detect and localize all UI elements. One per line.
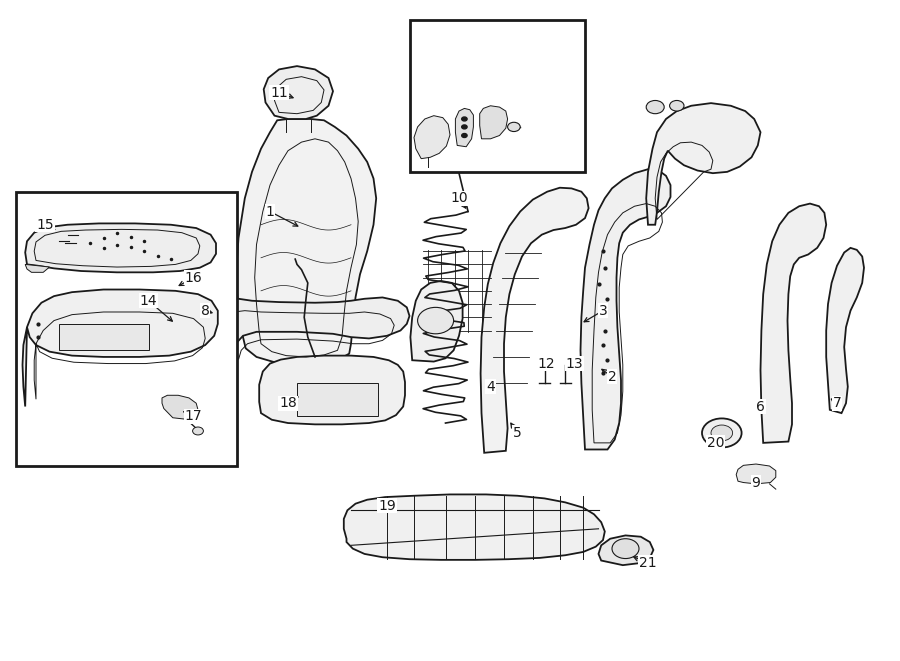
Polygon shape [220, 297, 410, 364]
Circle shape [646, 100, 664, 114]
Text: 16: 16 [184, 270, 202, 285]
Polygon shape [760, 204, 826, 443]
Text: 15: 15 [36, 217, 54, 232]
Circle shape [462, 117, 467, 121]
Bar [410, 20, 585, 172]
Text: 18: 18 [279, 396, 297, 410]
Text: 9: 9 [752, 475, 760, 490]
Polygon shape [481, 188, 589, 453]
Polygon shape [598, 535, 653, 565]
Text: 5: 5 [513, 426, 522, 440]
Polygon shape [410, 281, 463, 362]
Circle shape [462, 134, 467, 137]
Text: 11: 11 [270, 85, 288, 100]
Polygon shape [236, 119, 376, 365]
Polygon shape [826, 248, 864, 413]
Text: 17: 17 [184, 409, 202, 424]
Polygon shape [264, 66, 333, 119]
Polygon shape [480, 106, 508, 139]
Polygon shape [22, 290, 218, 407]
Polygon shape [205, 296, 236, 325]
Circle shape [702, 418, 742, 447]
Polygon shape [580, 169, 670, 449]
Text: 21: 21 [639, 556, 657, 570]
Polygon shape [344, 494, 605, 560]
Text: 13: 13 [565, 356, 583, 371]
Text: 8: 8 [201, 303, 210, 318]
Bar [297, 383, 378, 416]
Text: 20: 20 [706, 436, 724, 450]
Polygon shape [646, 103, 760, 225]
Text: 7: 7 [832, 396, 842, 410]
Text: 3: 3 [598, 303, 608, 318]
Text: 10: 10 [450, 191, 468, 206]
Text: 14: 14 [140, 293, 158, 308]
Circle shape [508, 122, 520, 132]
Polygon shape [455, 108, 473, 147]
Circle shape [612, 539, 639, 559]
Polygon shape [736, 464, 776, 484]
Circle shape [711, 425, 733, 441]
Circle shape [418, 307, 454, 334]
Bar [16, 192, 237, 466]
Polygon shape [25, 264, 50, 272]
Text: 12: 12 [537, 356, 555, 371]
Circle shape [193, 427, 203, 435]
Text: 19: 19 [378, 498, 396, 513]
Polygon shape [259, 356, 405, 424]
Circle shape [670, 100, 684, 111]
Circle shape [462, 125, 467, 129]
Polygon shape [25, 223, 216, 272]
Text: 2: 2 [608, 369, 616, 384]
Text: 6: 6 [756, 399, 765, 414]
Text: 4: 4 [486, 379, 495, 394]
Bar [58, 324, 148, 350]
Text: 1: 1 [266, 204, 274, 219]
Polygon shape [414, 116, 450, 159]
Polygon shape [162, 395, 198, 419]
